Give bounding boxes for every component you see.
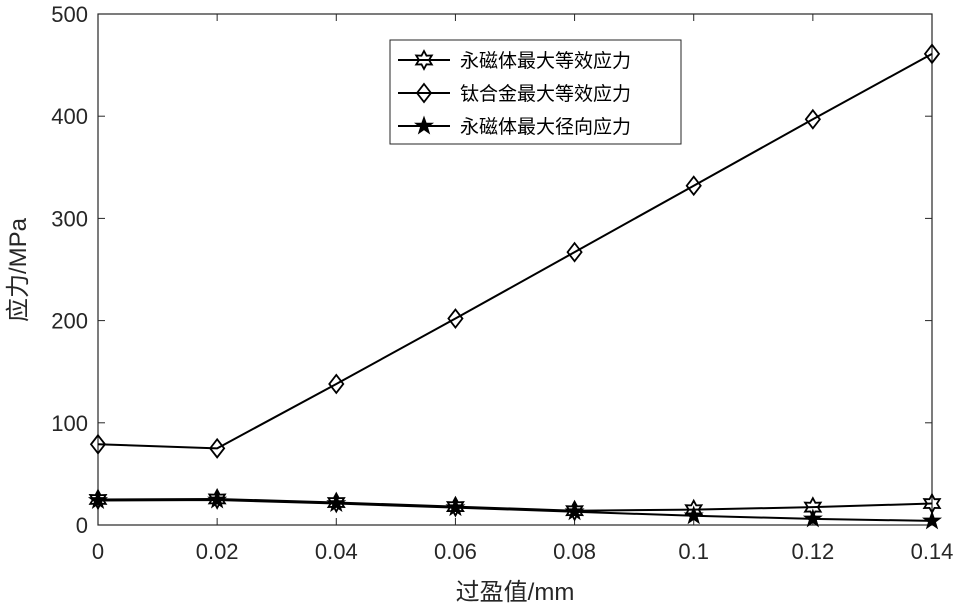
data-point-marker: [209, 437, 226, 459]
x-axis-label: 过盈值/mm: [456, 579, 575, 606]
data-point-marker: [921, 510, 943, 530]
legend-item: 永磁体最大径向应力: [398, 115, 631, 138]
x-tick-label: 0.02: [196, 539, 239, 564]
data-point-marker: [445, 495, 465, 518]
data-point-marker: [326, 493, 347, 513]
legend-marker: [413, 115, 435, 135]
data-point-marker: [566, 241, 583, 263]
series-layer: [87, 43, 943, 530]
data-point-marker: [923, 43, 941, 65]
legend-marker: [414, 49, 434, 71]
legend-item: 钛合金最大等效应力: [398, 82, 631, 105]
series-2: [89, 43, 941, 459]
y-tick-label: 500: [51, 2, 88, 27]
data-point-marker: [88, 488, 108, 511]
legend-label: 永磁体最大等效应力: [460, 50, 631, 72]
data-point-marker: [683, 505, 704, 525]
data-point-marker: [445, 497, 466, 517]
legend-item: 永磁体最大等效应力: [398, 49, 631, 72]
data-point-marker: [207, 489, 228, 509]
x-tick-label: 0.06: [434, 539, 477, 564]
x-tick-label: 0.04: [315, 539, 358, 564]
data-point-marker: [207, 488, 227, 510]
y-tick-label: 300: [51, 206, 88, 231]
y-tick-label: 0: [76, 513, 88, 538]
data-point-marker: [564, 501, 585, 521]
x-tick-label: 0.08: [553, 539, 596, 564]
x-tick-label: 0.12: [791, 539, 834, 564]
y-tick-label: 200: [51, 309, 88, 334]
data-point-marker: [87, 489, 109, 509]
x-tick-label: 0.14: [911, 539, 954, 564]
legend-marker: [415, 82, 433, 104]
data-point-marker: [565, 499, 585, 522]
legend-label: 钛合金最大等效应力: [460, 83, 631, 105]
series-line: [97, 498, 933, 522]
data-point-marker: [804, 108, 821, 130]
x-tick-label: 0.1: [678, 539, 709, 564]
y-axis-label: 应力/MPa: [5, 217, 32, 322]
series-3: [87, 489, 943, 530]
y-tick-label: 400: [51, 104, 88, 129]
data-point-marker: [326, 491, 346, 514]
data-point-marker: [89, 433, 107, 455]
data-point-marker: [802, 508, 823, 528]
data-point-marker: [685, 175, 702, 197]
axis-ticks: 0 0.02 0.04 0.06 0.08 0.1 0.12 0.14 0 100 200 300 40…: [51, 2, 953, 564]
data-point-marker: [328, 373, 345, 395]
x-tick-label: 0: [92, 539, 104, 564]
data-point-marker: [447, 308, 464, 330]
legend-label: 永磁体最大径向应力: [460, 116, 631, 138]
series-line: [97, 497, 933, 512]
series-line: [97, 52, 933, 450]
y-tick-label: 100: [51, 411, 88, 436]
